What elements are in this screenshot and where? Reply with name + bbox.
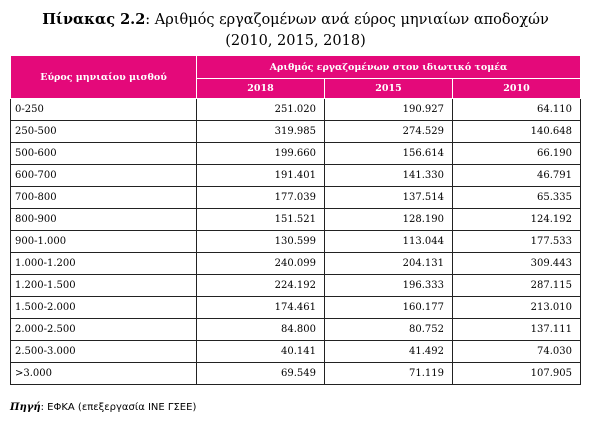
value-2018-cell: 191.401 — [196, 164, 325, 187]
table-row: 1.500-2.000 174.461 160.177 213.010 — [10, 296, 581, 319]
table-row: 700-800 177.039 137.514 65.335 — [10, 186, 581, 209]
range-cell: 900-1.000 — [10, 230, 197, 253]
table-row: 250-500 319.985 274.529 140.648 — [10, 120, 581, 143]
value-2010-cell: 74.030 — [452, 340, 581, 363]
table-row: 0-250 251.020 190.927 64.110 — [10, 98, 581, 121]
value-2015-cell: 204.131 — [324, 252, 453, 275]
value-2015-cell: 71.119 — [324, 362, 453, 385]
value-2010-cell: 287.115 — [452, 274, 581, 297]
caption-years: (2010, 2015, 2018) — [225, 33, 366, 49]
value-2015-cell: 190.927 — [324, 98, 453, 121]
value-2018-cell: 199.660 — [196, 142, 325, 165]
table-row: 2.000-2.500 84.800 80.752 137.111 — [10, 318, 581, 341]
value-2010-cell: 213.010 — [452, 296, 581, 319]
value-2018-cell: 224.192 — [196, 274, 325, 297]
value-2018-cell: 84.800 — [196, 318, 325, 341]
column-header-2018: 2018 — [196, 78, 325, 99]
range-cell: 0-250 — [10, 98, 197, 121]
range-cell: 2.500-3.000 — [10, 340, 197, 363]
range-cell: 600-700 — [10, 164, 197, 187]
table-caption: Πίνακας 2.2: Αριθμός εργαζομένων ανά εύρ… — [0, 9, 591, 52]
range-cell: 2.000-2.500 — [10, 318, 197, 341]
source-label: Πηγή — [10, 402, 41, 413]
range-cell: 700-800 — [10, 186, 197, 209]
value-2010-cell: 46.791 — [452, 164, 581, 187]
value-2010-cell: 64.110 — [452, 98, 581, 121]
table-row: >3.000 69.549 71.119 107.905 — [10, 362, 581, 385]
value-2010-cell: 124.192 — [452, 208, 581, 231]
value-2018-cell: 69.549 — [196, 362, 325, 385]
table-body: 0-250 251.020 190.927 64.110 250-500 319… — [10, 98, 581, 385]
value-2015-cell: 156.614 — [324, 142, 453, 165]
value-2018-cell: 240.099 — [196, 252, 325, 275]
salary-table: Εύρος μηνιαίου μισθού Αριθμός εργαζομένω… — [10, 55, 581, 385]
range-cell: 1.500-2.000 — [10, 296, 197, 319]
header-row-group: Εύρος μηνιαίου μισθού Αριθμός εργαζομένω… — [10, 55, 581, 99]
value-2018-cell: 151.521 — [196, 208, 325, 231]
value-2015-cell: 196.333 — [324, 274, 453, 297]
value-2015-cell: 80.752 — [324, 318, 453, 341]
value-2018-cell: 319.985 — [196, 120, 325, 143]
value-2015-cell: 274.529 — [324, 120, 453, 143]
value-2010-cell: 140.648 — [452, 120, 581, 143]
caption-text: Αριθμός εργαζομένων ανά εύρος μηνιαίων α… — [154, 12, 549, 28]
caption-label: Πίνακας 2.2 — [42, 11, 146, 28]
table-header: Εύρος μηνιαίου μισθού Αριθμός εργαζομένω… — [10, 55, 581, 99]
range-cell: 500-600 — [10, 142, 197, 165]
column-header-2015: 2015 — [324, 78, 453, 99]
value-2015-cell: 41.492 — [324, 340, 453, 363]
range-cell: 250-500 — [10, 120, 197, 143]
range-cell: 1.000-1.200 — [10, 252, 197, 275]
table-row: 1.000-1.200 240.099 204.131 309.443 — [10, 252, 581, 275]
value-2010-cell: 66.190 — [452, 142, 581, 165]
table-row: 600-700 191.401 141.330 46.791 — [10, 164, 581, 187]
value-2010-cell: 177.533 — [452, 230, 581, 253]
caption-line-1: Πίνακας 2.2: Αριθμός εργαζομένων ανά εύρ… — [0, 9, 591, 31]
value-2010-cell: 65.335 — [452, 186, 581, 209]
caption-separator: : — [145, 12, 155, 28]
column-header-2010: 2010 — [452, 78, 581, 99]
value-2018-cell: 174.461 — [196, 296, 325, 319]
group-header-cell: Αριθμός εργαζομένων στον ιδιωτικό τομέα — [196, 55, 581, 79]
value-2010-cell: 137.111 — [452, 318, 581, 341]
value-2010-cell: 309.443 — [452, 252, 581, 275]
table-row: 800-900 151.521 128.190 124.192 — [10, 208, 581, 231]
source-text: ΕΦΚΑ (επεξεργασία ΙΝΕ ΓΣΕΕ) — [47, 402, 197, 413]
table-row: 900-1.000 130.599 113.044 177.533 — [10, 230, 581, 253]
table-row: 500-600 199.660 156.614 66.190 — [10, 142, 581, 165]
value-2015-cell: 128.190 — [324, 208, 453, 231]
table-row: 2.500-3.000 40.141 41.492 74.030 — [10, 340, 581, 363]
value-2015-cell: 141.330 — [324, 164, 453, 187]
range-cell: >3.000 — [10, 362, 197, 385]
value-2018-cell: 177.039 — [196, 186, 325, 209]
value-2015-cell: 160.177 — [324, 296, 453, 319]
value-2018-cell: 251.020 — [196, 98, 325, 121]
source-separator: : — [40, 402, 48, 413]
range-cell: 800-900 — [10, 208, 197, 231]
value-2018-cell: 40.141 — [196, 340, 325, 363]
value-2018-cell: 130.599 — [196, 230, 325, 253]
range-cell: 1.200-1.500 — [10, 274, 197, 297]
table-row: 1.200-1.500 224.192 196.333 287.115 — [10, 274, 581, 297]
value-2015-cell: 113.044 — [324, 230, 453, 253]
row-header-cell: Εύρος μηνιαίου μισθού — [10, 55, 197, 99]
value-2010-cell: 107.905 — [452, 362, 581, 385]
source-note: Πηγή: ΕΦΚΑ (επεξεργασία ΙΝΕ ΓΣΕΕ) — [10, 402, 196, 413]
value-2015-cell: 137.514 — [324, 186, 453, 209]
